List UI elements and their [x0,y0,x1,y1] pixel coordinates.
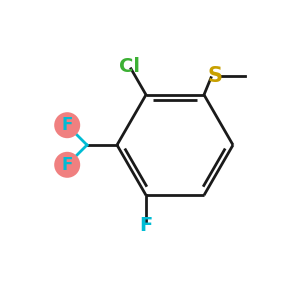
Circle shape [54,112,80,138]
Text: F: F [140,216,153,235]
Text: F: F [61,156,73,174]
Circle shape [54,152,80,178]
Text: F: F [61,116,73,134]
Text: S: S [208,66,223,86]
Text: Cl: Cl [118,57,140,76]
